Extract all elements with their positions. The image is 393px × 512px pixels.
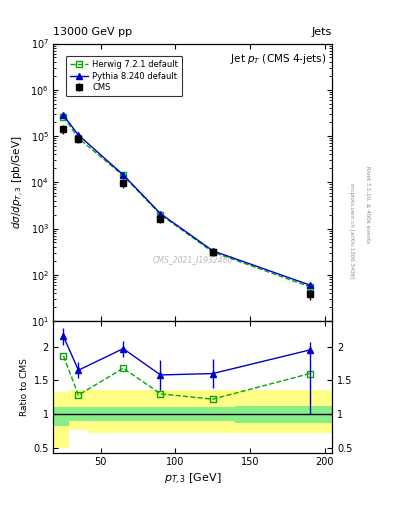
Pythia 8.240 default xyxy=(307,282,312,288)
Herwig 7.2.1 default xyxy=(61,114,66,120)
Legend: Herwig 7.2.1 default, Pythia 8.240 default, CMS: Herwig 7.2.1 default, Pythia 8.240 defau… xyxy=(66,56,182,96)
Pythia 8.240 default xyxy=(158,210,163,217)
Line: Pythia 8.240 default: Pythia 8.240 default xyxy=(61,112,313,288)
Herwig 7.2.1 default xyxy=(210,249,215,255)
Text: Jet $p_T$ (CMS 4-jets): Jet $p_T$ (CMS 4-jets) xyxy=(230,52,327,66)
Herwig 7.2.1 default xyxy=(76,135,81,141)
Pythia 8.240 default xyxy=(61,112,66,118)
Herwig 7.2.1 default xyxy=(121,173,125,179)
Pythia 8.240 default xyxy=(76,132,81,138)
Text: CMS_2021_I1932460: CMS_2021_I1932460 xyxy=(152,255,233,264)
Y-axis label: Ratio to CMS: Ratio to CMS xyxy=(20,358,29,416)
Text: Jets: Jets xyxy=(312,27,332,37)
X-axis label: $p_{T,3}$ [GeV]: $p_{T,3}$ [GeV] xyxy=(164,472,221,486)
Text: 13000 GeV pp: 13000 GeV pp xyxy=(53,27,132,37)
Herwig 7.2.1 default xyxy=(158,211,163,218)
Line: Herwig 7.2.1 default: Herwig 7.2.1 default xyxy=(61,114,313,290)
Pythia 8.240 default xyxy=(121,172,125,178)
Text: Rivet 3.1.10, ≥ 400k events: Rivet 3.1.10, ≥ 400k events xyxy=(365,166,370,243)
Herwig 7.2.1 default xyxy=(307,284,312,290)
Y-axis label: $d\sigma/dp_{T,3}$ [pb/GeV]: $d\sigma/dp_{T,3}$ [pb/GeV] xyxy=(11,135,26,229)
Text: mcplots.cern.ch [arXiv:1306.3436]: mcplots.cern.ch [arXiv:1306.3436] xyxy=(349,183,354,278)
Pythia 8.240 default xyxy=(210,248,215,254)
